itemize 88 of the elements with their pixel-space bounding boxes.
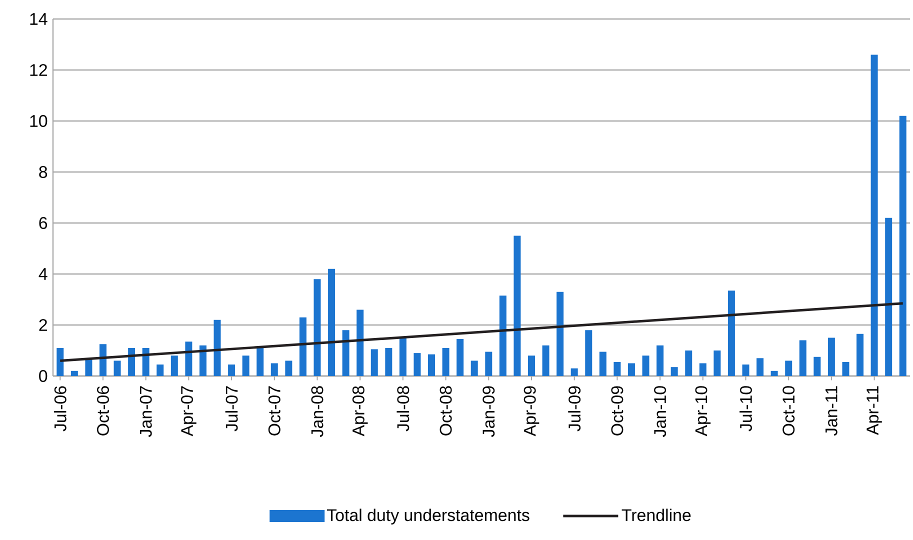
bar	[70, 370, 78, 376]
bar	[356, 310, 364, 376]
bar	[514, 236, 521, 376]
bar	[299, 317, 306, 376]
bar	[442, 348, 450, 376]
bar	[642, 356, 650, 376]
bar	[242, 356, 250, 376]
bar	[699, 363, 706, 376]
x-tick-label: Jan-11	[826, 386, 838, 436]
bar	[499, 296, 506, 376]
bar	[528, 356, 535, 376]
bar	[785, 360, 792, 376]
bar	[285, 360, 292, 376]
bar	[670, 367, 678, 376]
bar	[856, 334, 864, 376]
y-tick-label: 6	[39, 217, 48, 230]
bar	[814, 356, 821, 376]
x-tick-label: Oct-08	[440, 386, 452, 436]
bar	[885, 218, 892, 376]
bar	[114, 360, 121, 376]
x-tick-label: Oct-09	[611, 386, 624, 436]
bar	[428, 354, 436, 376]
bar	[314, 279, 321, 376]
bar	[799, 340, 806, 376]
bar	[742, 364, 750, 376]
bar	[599, 352, 606, 376]
bar	[199, 345, 206, 376]
x-tick-label: Oct-10	[782, 386, 795, 436]
x-tick-label: Apr-11	[866, 386, 882, 435]
bar	[585, 330, 592, 376]
bar	[156, 364, 164, 376]
bar	[370, 349, 378, 376]
bar	[570, 368, 578, 376]
bar	[842, 362, 850, 376]
bar	[870, 54, 878, 376]
bar	[470, 360, 478, 376]
legend-label: Total duty understatements	[326, 508, 530, 524]
bar	[99, 344, 106, 376]
x-tick-label: Apr-07	[181, 386, 196, 436]
bar	[270, 363, 278, 376]
legend-label: Trendline	[622, 508, 691, 522]
bar	[899, 116, 906, 376]
x-tick-label: Jul-09	[568, 386, 581, 432]
x-tick-label: Jul-08	[396, 386, 410, 432]
x-tick-label: Jul-06	[54, 386, 66, 432]
bar	[399, 338, 406, 376]
bar	[685, 350, 692, 376]
x-tick-label: Jan-08	[311, 386, 324, 437]
bar	[756, 358, 764, 376]
x-tick-label: Jul-07	[225, 386, 238, 432]
x-tick-label: Oct-07	[268, 386, 280, 436]
bar	[614, 362, 621, 376]
bar	[456, 339, 464, 376]
x-tick-label: Jan-07	[140, 386, 152, 437]
y-tick-label: 4	[38, 268, 48, 280]
bar	[385, 348, 392, 376]
y-tick-label: 2	[39, 319, 47, 331]
bar	[656, 345, 664, 376]
bar	[56, 348, 64, 376]
bar	[828, 338, 835, 376]
bar	[328, 268, 336, 376]
x-tick-label: Jan-10	[654, 386, 666, 437]
bar	[770, 370, 778, 376]
bar	[142, 348, 150, 376]
bar	[170, 356, 178, 376]
x-tick-label: Apr-10	[695, 386, 711, 436]
bar	[485, 352, 492, 376]
y-tick-label: 14	[30, 13, 48, 25]
y-tick-label: 12	[30, 64, 47, 76]
bar	[714, 350, 721, 376]
y-tick-label: 0	[39, 370, 48, 382]
bar	[256, 348, 264, 376]
x-tick-label: Jan-09	[482, 386, 495, 437]
bar	[228, 364, 236, 376]
x-tick-label: Jul-10	[740, 386, 752, 432]
bar	[728, 290, 735, 376]
bar	[214, 320, 221, 376]
x-tick-label: Apr-09	[524, 386, 540, 436]
bar	[185, 342, 192, 376]
bar	[628, 363, 635, 376]
bar	[414, 353, 421, 376]
y-tick-label: 10	[30, 115, 48, 127]
x-tick-label: Oct-06	[96, 386, 109, 436]
bar	[342, 330, 350, 376]
y-tick-label: 8	[39, 166, 48, 178]
x-tick-label: Apr-08	[352, 386, 368, 436]
bar	[556, 292, 564, 376]
bar	[542, 345, 550, 376]
